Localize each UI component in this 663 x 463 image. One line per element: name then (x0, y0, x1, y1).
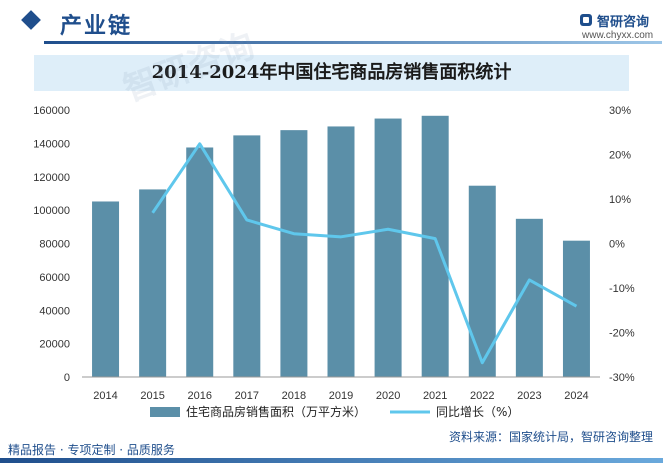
left-tick-label: 0 (64, 372, 70, 384)
right-tick-label: 10% (609, 194, 631, 206)
x-tick-label: 2024 (564, 390, 588, 402)
title-band (34, 55, 629, 91)
bar-2020 (374, 118, 402, 378)
bars-layer (92, 115, 590, 378)
left-tick-label: 20000 (39, 339, 70, 351)
left-tick-label: 140000 (33, 138, 70, 150)
right-tick-label: -30% (609, 372, 635, 384)
left-axis: 0 20000 40000 60000 80000 100000 120000 140000 1… (33, 105, 70, 384)
bar-2018 (280, 130, 308, 377)
legend-bar-label: 住宅商品房销售面积（万平方米） (186, 404, 366, 419)
x-tick-label: 2017 (235, 390, 259, 402)
x-tick-label: 2016 (187, 390, 211, 402)
x-tick-label: 2021 (423, 390, 447, 402)
line-layer (151, 142, 578, 365)
bar-2015 (139, 189, 167, 377)
right-tick-label: 0% (609, 239, 625, 251)
x-tick-label: 2018 (282, 390, 306, 402)
footer-tagline: 精品报告 · 专项定制 · 品质服务 (8, 443, 175, 457)
right-tick-label: -10% (609, 283, 635, 295)
legend-line-label: 同比增长（%） (436, 405, 519, 419)
right-tick-label: -20% (609, 328, 635, 340)
left-tick-label: 120000 (33, 172, 70, 184)
bar-2024 (562, 240, 590, 377)
right-tick-label: 20% (609, 150, 631, 162)
legend: 住宅商品房销售面积（万平方米） 同比增长（%） (150, 404, 519, 419)
left-tick-label: 40000 (39, 305, 70, 317)
bar-2021 (421, 115, 449, 377)
left-tick-label: 80000 (39, 239, 70, 251)
right-tick-label: 30% (609, 105, 631, 117)
footer-divider (0, 458, 663, 463)
bar-2016 (186, 147, 214, 377)
x-axis: 2014 2015 2016 2017 2018 2019 2020 2021 2022 2023… (82, 376, 600, 402)
logo-url[interactable]: www.chyxx.com (582, 30, 654, 41)
bar-2014 (92, 201, 120, 377)
left-tick-label: 60000 (39, 272, 70, 284)
section-title: 产业链 (60, 14, 133, 39)
chart-title: 2014-2024年中国住宅商品房销售面积统计 (151, 62, 512, 83)
logo-icon (580, 14, 592, 26)
x-tick-label: 2023 (517, 390, 541, 402)
x-tick-label: 2015 (140, 390, 164, 402)
source-note: 资料来源：国家统计局，智研咨询整理 (448, 430, 653, 444)
header: 产业链 智研咨询 www.chyxx.com (0, 0, 663, 48)
legend-bar-swatch (150, 407, 180, 417)
x-tick-label: 2022 (470, 390, 494, 402)
x-tick-label: 2019 (329, 390, 353, 402)
x-tick-label: 2014 (93, 390, 117, 402)
bar-2019 (327, 126, 355, 377)
x-tick-label: 2020 (376, 390, 400, 402)
header-divider (44, 41, 662, 44)
growth-line (151, 142, 578, 365)
left-tick-label: 100000 (33, 205, 70, 217)
right-axis: -30% -20% -10% 0% 10% 20% 30% (609, 105, 635, 384)
bar-2017 (233, 135, 261, 377)
left-tick-label: 160000 (33, 105, 70, 117)
logo-name[interactable]: 智研咨询 (597, 15, 650, 30)
